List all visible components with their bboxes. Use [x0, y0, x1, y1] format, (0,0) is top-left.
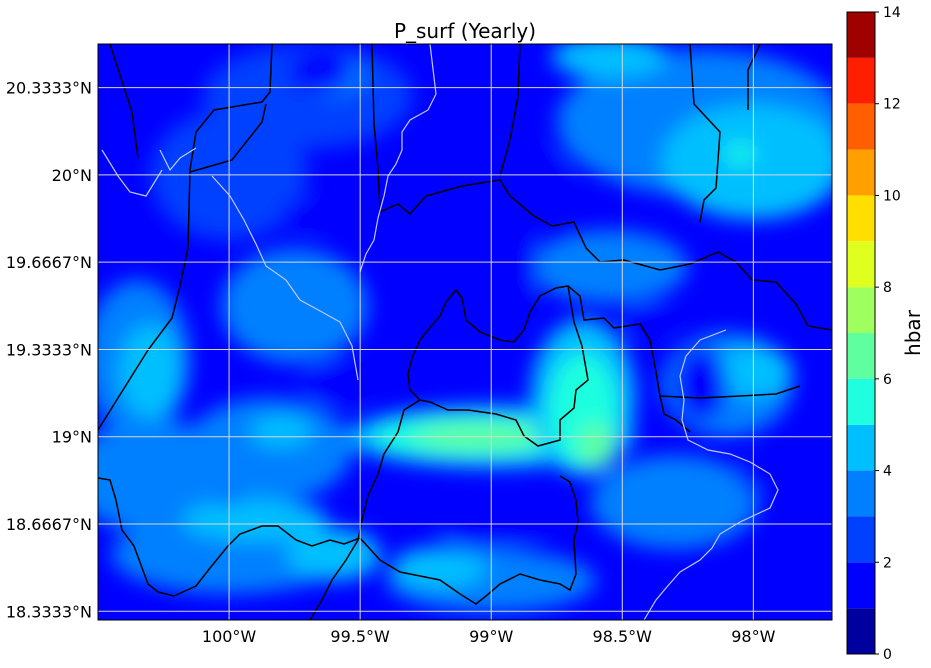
contour-region: [98, 418, 230, 534]
y-tick-label: 19°N: [52, 428, 92, 447]
rivers: [101, 44, 779, 620]
contour-region: [302, 363, 366, 406]
colorbar-segment: [847, 378, 875, 425]
border-line: [499, 44, 521, 177]
contour-region: [281, 198, 334, 230]
river-line: [101, 149, 163, 197]
border-line: [407, 285, 589, 447]
colorbar-tick-label: 4: [883, 464, 892, 480]
border-line: [567, 285, 691, 433]
colorbar-segment: [847, 470, 875, 517]
river-line: [159, 147, 197, 172]
x-axis: 100°W 99.5°W 99°W 98.5°W 98°W: [202, 627, 776, 646]
contour-region: [118, 324, 182, 419]
border-line: [98, 477, 361, 597]
border-line: [689, 44, 721, 223]
x-tick-label: 98°W: [731, 627, 775, 646]
colorbar-tick-label: 8: [883, 280, 892, 296]
contour-region: [551, 44, 667, 79]
colorbar-tick-label: 6: [883, 372, 892, 388]
contour-region: [286, 528, 382, 581]
contour-region: [727, 143, 754, 165]
contour-region: [221, 248, 369, 364]
contour-region: [530, 229, 688, 304]
colorbar-tick-label: 10: [883, 188, 901, 204]
river-line: [211, 175, 359, 381]
map-area: [98, 44, 832, 620]
chart-title: P_surf (Yearly): [394, 19, 536, 43]
colorbar-segment: [847, 149, 875, 196]
river-line: [643, 329, 779, 620]
contour-region: [250, 415, 313, 448]
colorbar-segment: [847, 562, 875, 609]
border-line: [109, 44, 139, 159]
colorbar-segment: [847, 516, 875, 563]
colorbar-segment: [847, 12, 875, 58]
colorbar-segment: [847, 195, 875, 242]
border-line: [189, 103, 267, 173]
colorbar-segment: [847, 241, 875, 288]
colorbar-segment: [847, 287, 875, 333]
y-tick-label: 20.3333°N: [6, 79, 92, 98]
colorbar-frame: [846, 11, 876, 655]
state-borders: [98, 44, 832, 620]
x-tick-label: 99.5°W: [330, 627, 390, 646]
border-line: [359, 475, 579, 605]
x-tick-label: 100°W: [202, 627, 257, 646]
contour-region: [577, 423, 615, 466]
border-line: [98, 44, 273, 431]
colorbar-tick-label: 12: [883, 97, 901, 113]
contour-region: [590, 455, 759, 550]
contour-region: [289, 49, 353, 92]
river-line: [359, 44, 437, 273]
contour-region: [622, 303, 675, 335]
map-frame: [97, 43, 833, 621]
y-axis: 18.3333°N 18.6667°N 19°N 19.3333°N 19.6667°N…: [6, 79, 92, 622]
border-line: [371, 44, 832, 331]
y-tick-label: 20°N: [52, 166, 92, 185]
y-tick-label: 18.6667°N: [6, 515, 92, 534]
colorbar-tick-label: 0: [883, 647, 892, 663]
border-line: [309, 399, 421, 620]
x-tick-label: 99°W: [469, 627, 513, 646]
colorbar-segment: [847, 333, 875, 379]
contour-region: [181, 499, 329, 542]
colorbar-ticks: 0 2 4 6 8 10 12 14: [875, 5, 901, 663]
colorbar-segment: [847, 57, 875, 104]
colorbar-tick-label: 14: [883, 5, 901, 21]
colorbar-segment: [847, 103, 875, 150]
colorbar: [847, 12, 875, 654]
colorbar-label: hbar: [901, 309, 925, 356]
contour-region: [674, 347, 728, 422]
y-tick-label: 18.3333°N: [6, 602, 92, 621]
gridlines: [98, 44, 832, 620]
border-line: [659, 385, 801, 399]
contour-region: [391, 546, 486, 589]
colorbar-segment: [847, 424, 875, 471]
border-line: [747, 44, 761, 110]
y-tick-label: 19.6667°N: [6, 253, 92, 272]
colorbar-tick-label: 2: [883, 555, 892, 571]
colorbar-segment: [847, 608, 875, 654]
x-tick-label: 98.5°W: [593, 627, 653, 646]
y-tick-label: 19.3333°N: [6, 340, 92, 359]
field-contours: [98, 44, 832, 613]
